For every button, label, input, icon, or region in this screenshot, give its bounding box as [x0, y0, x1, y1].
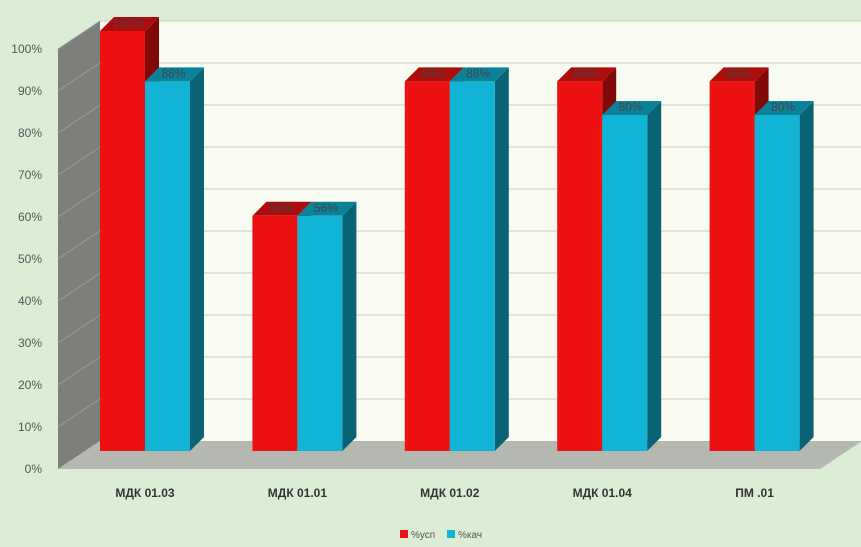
data-label: 56%: [314, 201, 338, 215]
bar-front: [100, 31, 145, 451]
bar: [450, 67, 509, 451]
data-label: 88%: [574, 66, 598, 80]
bar-front: [755, 115, 800, 451]
y-tick-label: 90%: [18, 84, 42, 98]
data-label: 88%: [421, 66, 445, 80]
y-tick-label: 80%: [18, 126, 42, 140]
bar-front: [405, 81, 450, 451]
y-tick-label: 60%: [18, 210, 42, 224]
legend-swatch: [400, 530, 408, 538]
data-label: 100%: [113, 16, 144, 30]
data-label: 88%: [466, 66, 490, 80]
bar: [755, 101, 814, 451]
data-label: 56%: [269, 201, 293, 215]
legend: %усп %кач: [400, 530, 482, 541]
bar-front: [450, 81, 495, 451]
y-axis-ticks: 0% 10% 20% 30% 40% 50% 60% 70% 80% 90% 100%: [11, 42, 42, 476]
y-tick-label: 20%: [18, 378, 42, 392]
y-tick-label: 50%: [18, 252, 42, 266]
bar-front: [557, 81, 602, 451]
y-tick-label: 30%: [18, 336, 42, 350]
bar-front: [710, 81, 755, 451]
bar: [602, 101, 661, 451]
y-tick-label: 100%: [11, 42, 42, 56]
data-label: 88%: [161, 66, 185, 80]
data-label: 80%: [771, 100, 795, 114]
bar: [297, 202, 356, 451]
x-tick-label: ПМ .01: [735, 486, 774, 500]
legend-label: %усп: [411, 530, 435, 541]
bar-front: [145, 81, 190, 451]
bar-side: [495, 67, 509, 451]
y-tick-label: 70%: [18, 168, 42, 182]
x-axis-ticks: МДК 01.03 МДК 01.01 МДК 01.02 МДК 01.04 ПМ .…: [115, 486, 774, 500]
legend-label: %кач: [458, 530, 482, 541]
bar-front: [297, 216, 342, 451]
legend-swatch: [447, 530, 455, 538]
bar-side: [190, 67, 204, 451]
data-label: 80%: [619, 100, 643, 114]
data-label: 88%: [726, 66, 750, 80]
y-tick-label: 0%: [25, 462, 43, 476]
x-tick-label: МДК 01.04: [573, 486, 633, 500]
y-tick-label: 40%: [18, 294, 42, 308]
bar-side: [342, 202, 356, 451]
bar: [145, 67, 204, 451]
bar-front: [602, 115, 647, 451]
x-tick-label: МДК 01.03: [115, 486, 175, 500]
y-tick-label: 10%: [18, 420, 42, 434]
x-tick-label: МДК 01.02: [420, 486, 480, 500]
bar-side: [647, 101, 661, 451]
bar-side: [800, 101, 814, 451]
bar-front: [252, 216, 297, 451]
x-tick-label: МДК 01.01: [268, 486, 328, 500]
